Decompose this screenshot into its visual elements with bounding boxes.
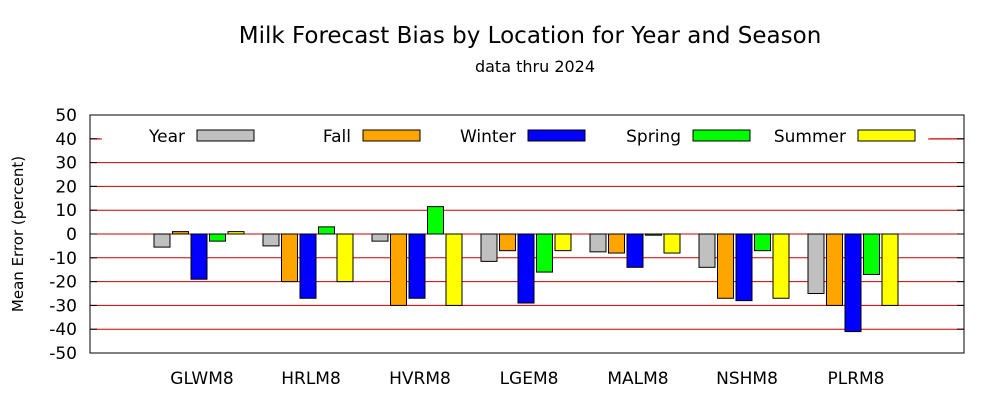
- x-ticks: GLWM8 HRLM8 HVRM8 LGEM8 MALM8 NSHM8 PLRM8: [170, 369, 884, 389]
- bar-year: [480, 233, 498, 262]
- bar-summer: [881, 233, 899, 306]
- bars: [153, 206, 899, 333]
- legend-swatch: [692, 129, 751, 142]
- bar-fall: [281, 233, 298, 283]
- bar-fall: [826, 233, 843, 306]
- x-tick-label: GLWM8: [170, 369, 233, 389]
- bar-summer: [663, 233, 681, 254]
- bar-fall: [499, 233, 516, 252]
- legend-label: Winter: [460, 127, 516, 147]
- bar-winter: [190, 233, 208, 280]
- y-tick-label: -10: [49, 249, 77, 269]
- y-tick-label: -40: [49, 320, 77, 340]
- y-axis-label: Mean Error (percent): [9, 156, 27, 312]
- legend-swatch: [362, 129, 421, 142]
- legend-label: Summer: [774, 127, 846, 147]
- y-tick-label: -30: [49, 296, 77, 316]
- bar-winter: [626, 233, 644, 268]
- bar-spring: [209, 233, 226, 242]
- chart-subtitle: data thru 2024: [475, 57, 595, 76]
- bar-spring: [536, 233, 553, 273]
- bar-winter: [408, 233, 426, 299]
- legend-swatch: [527, 129, 586, 142]
- bar-spring: [863, 233, 880, 275]
- bar-year: [698, 233, 716, 268]
- chart-title: Milk Forecast Bias by Location for Year …: [239, 23, 822, 49]
- bar-year: [371, 233, 389, 242]
- bar-spring: [427, 206, 444, 235]
- bar-year: [262, 233, 280, 247]
- legend-swatch: [196, 129, 255, 142]
- y-tick-label: 0: [66, 225, 77, 245]
- legend-label: Year: [148, 127, 185, 147]
- x-tick-label: PLRM8: [827, 369, 884, 389]
- bar-summer: [445, 233, 463, 306]
- bar-fall: [172, 231, 189, 235]
- y-tick-label: 50: [55, 106, 77, 126]
- bar-year: [807, 233, 825, 294]
- y-ticks: 50 40 30 20 10 0 -10 -20 -30 -40 -50: [49, 106, 964, 364]
- legend-label: Fall: [323, 127, 351, 147]
- y-tick-label: 10: [55, 201, 77, 221]
- bar-fall: [717, 233, 734, 299]
- x-tick-label: HVRM8: [389, 369, 451, 389]
- bar-winter: [517, 233, 535, 304]
- x-tick-label: HRLM8: [281, 369, 341, 389]
- bar-winter: [299, 233, 317, 299]
- bar-summer: [554, 233, 572, 252]
- y-tick-label: 20: [55, 177, 77, 197]
- y-tick-label: -20: [49, 273, 77, 293]
- bar-year: [589, 233, 607, 253]
- x-tick-label: MALM8: [607, 369, 668, 389]
- y-tick-label: -50: [49, 344, 77, 364]
- bar-spring: [645, 233, 662, 236]
- x-tick-label: NSHM8: [716, 369, 778, 389]
- x-tick-label: LGEM8: [500, 369, 559, 389]
- bar-fall: [608, 233, 625, 254]
- bar-summer: [227, 231, 245, 235]
- legend-label: Spring: [626, 127, 681, 147]
- legend-swatch: [857, 129, 916, 142]
- bar-spring: [754, 233, 771, 252]
- bar-year: [153, 233, 171, 248]
- bar-spring: [318, 226, 335, 235]
- bar-fall: [390, 233, 407, 306]
- bar-winter: [735, 233, 753, 302]
- bar-summer: [772, 233, 790, 299]
- legend: Year Fall Winter Spring Summer: [90, 127, 964, 147]
- y-tick-label: 30: [55, 154, 77, 174]
- bar-winter: [844, 233, 862, 333]
- y-tick-label: 40: [55, 130, 77, 150]
- bar-summer: [336, 233, 354, 283]
